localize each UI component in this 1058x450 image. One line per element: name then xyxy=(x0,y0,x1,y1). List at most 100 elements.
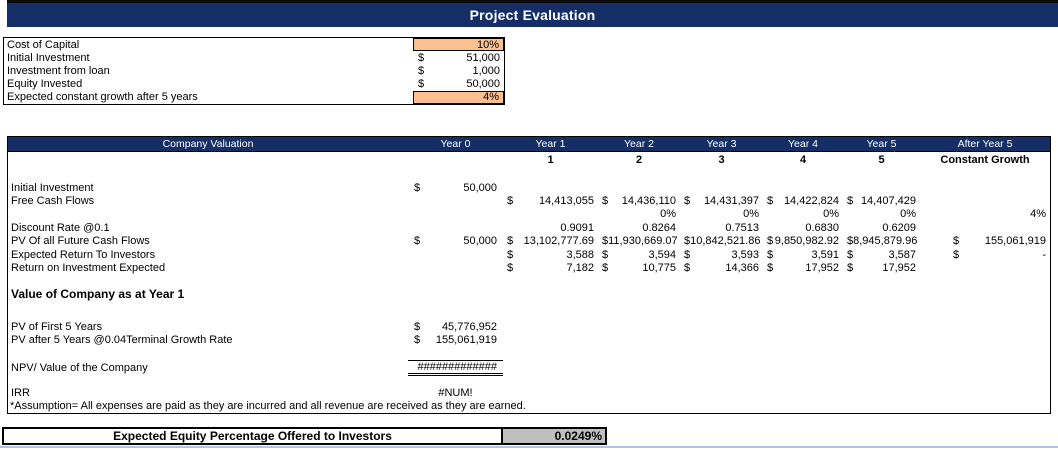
cell-value: 155,061,919 xyxy=(435,334,497,347)
value-cell: $50,000 xyxy=(408,181,503,194)
currency-symbol: $ xyxy=(953,235,960,248)
value-cell xyxy=(920,261,1050,274)
value-cell: 0.8264 xyxy=(598,221,680,234)
cell-value: 10,842,521.86 xyxy=(690,235,761,248)
value-cell: $3,593 xyxy=(680,248,763,261)
value-cell: 0% xyxy=(598,208,680,221)
blank-row xyxy=(8,301,1050,320)
value-cell: 0.6209 xyxy=(843,221,920,234)
column-header: Year 0 xyxy=(440,138,471,150)
value-cell xyxy=(920,320,1050,333)
value-cell xyxy=(503,360,598,376)
input-value: 51,000 xyxy=(466,51,500,64)
value-cell: $17,952 xyxy=(763,261,843,274)
cell-value: 3,588 xyxy=(566,248,594,261)
currency-symbol: $ xyxy=(507,262,514,275)
value-cell xyxy=(763,386,843,399)
currency-symbol: $ xyxy=(767,248,774,261)
sheet-gridline xyxy=(0,446,1058,448)
cell-value: 14,366 xyxy=(725,262,759,275)
column-header: Year 3 xyxy=(706,138,737,150)
value-cell: $155,061,919 xyxy=(408,334,503,347)
row-label: NPV/ Value of the Company xyxy=(11,361,148,374)
input-label: Initial Investment xyxy=(7,51,90,64)
spacer-row xyxy=(8,168,1050,181)
value-cell: $ - xyxy=(920,248,1050,261)
column-subheader: 5 xyxy=(878,154,885,166)
value-cell: $14,422,824 xyxy=(763,194,843,207)
currency-symbol: $ xyxy=(847,248,854,261)
value-cell xyxy=(598,360,680,376)
valuation-row: IRR #NUM! xyxy=(8,386,1050,399)
currency-symbol: $ xyxy=(767,195,774,208)
currency-symbol: $ xyxy=(684,248,691,261)
currency-symbol: $ xyxy=(507,195,514,208)
value-cell xyxy=(920,360,1050,376)
value-cell xyxy=(680,320,763,333)
input-label: Equity Invested xyxy=(7,78,83,91)
currency-symbol: $ xyxy=(414,235,421,248)
equity-value-cell[interactable]: 0.0249% xyxy=(503,429,605,443)
blank-row xyxy=(8,347,1050,360)
valuation-subheader-row: 1 2 3 4 5 Constant Growth xyxy=(8,152,1050,168)
cell-value: 3,593 xyxy=(731,248,759,261)
input-label: Investment from loan xyxy=(7,64,110,77)
cell-value: 0.9091 xyxy=(560,221,594,234)
valuation-row: Expected Return To Investors $3,588 $3,594… xyxy=(8,248,1050,261)
cell-value: 17,952 xyxy=(805,262,839,275)
cell-value: 3,587 xyxy=(888,248,916,261)
currency-symbol: $ xyxy=(414,181,421,194)
currency-symbol: $ xyxy=(847,195,854,208)
value-cell: $14,436,110 xyxy=(598,194,680,207)
input-value: 50,000 xyxy=(466,78,500,91)
valuation-row: Initial Investment $50,000 xyxy=(8,181,1050,194)
inputs-table: Cost of Capital 10% Initial Investment $51,… xyxy=(3,37,505,105)
currency-symbol: $ xyxy=(602,235,609,248)
row-label xyxy=(8,208,408,221)
value-cell xyxy=(598,386,680,399)
valuation-header-row: Company Valuation Year 0 Year 1 Year 2 Year … xyxy=(8,137,1050,152)
cell-value: - xyxy=(1042,248,1046,261)
input-cell-editable[interactable]: 10% xyxy=(413,38,504,52)
column-header: Year 2 xyxy=(624,138,654,150)
value-cell: $7,182 xyxy=(503,261,598,274)
cell-value: 3,594 xyxy=(648,248,676,261)
input-cell-editable[interactable]: 4% xyxy=(413,90,504,104)
cell-value: 0% xyxy=(660,208,676,221)
currency-symbol: $ xyxy=(602,248,609,261)
value-cell: $14,431,397 xyxy=(680,194,763,207)
value-cell: $10,842,521.86 xyxy=(680,235,763,248)
input-label: Expected constant growth after 5 years xyxy=(7,91,198,104)
value-cell xyxy=(920,194,1050,207)
cell-value: 10,775 xyxy=(642,262,676,275)
value-cell: 0.6830 xyxy=(763,221,843,234)
value-cell: $3,591 xyxy=(763,248,843,261)
input-value: 4% xyxy=(483,91,499,104)
valuation-row: Discount Rate @0.1 0.9091 0.8264 0.7513 0.68… xyxy=(8,221,1050,234)
row-label: IRR xyxy=(11,386,30,399)
input-cell: $51,000 xyxy=(413,51,504,64)
currency-symbol: $ xyxy=(418,51,425,64)
value-cell xyxy=(763,360,843,376)
input-row: Expected constant growth after 5 years 4% xyxy=(4,90,504,104)
cell-value: 0% xyxy=(900,208,916,221)
input-row: Cost of Capital 10% xyxy=(4,38,504,52)
value-cell xyxy=(503,208,598,221)
valuation-row: PV Of all Future Cash Flows $50,000 $13,10… xyxy=(8,235,1050,248)
cell-value: #NUM! xyxy=(438,386,473,399)
value-cell xyxy=(408,248,503,261)
value-cell xyxy=(843,320,920,333)
input-value: 10% xyxy=(476,38,499,51)
cell-value: ############# xyxy=(417,360,497,373)
value-cell: $9,850,982.92 xyxy=(763,235,843,248)
valuation-row: Free Cash Flows $14,413,055 $14,436,110 $14… xyxy=(8,194,1050,207)
cell-value: 0.6209 xyxy=(882,221,916,234)
value-cell xyxy=(920,386,1050,399)
value-cell xyxy=(503,181,598,194)
column-header: Company Valuation xyxy=(162,138,254,150)
value-cell xyxy=(598,320,680,333)
section-heading: Value of Company as at Year 1 xyxy=(11,287,185,302)
cell-value: 0.7513 xyxy=(725,221,759,234)
cell-value: 14,413,055 xyxy=(538,195,594,208)
value-cell xyxy=(598,181,680,194)
